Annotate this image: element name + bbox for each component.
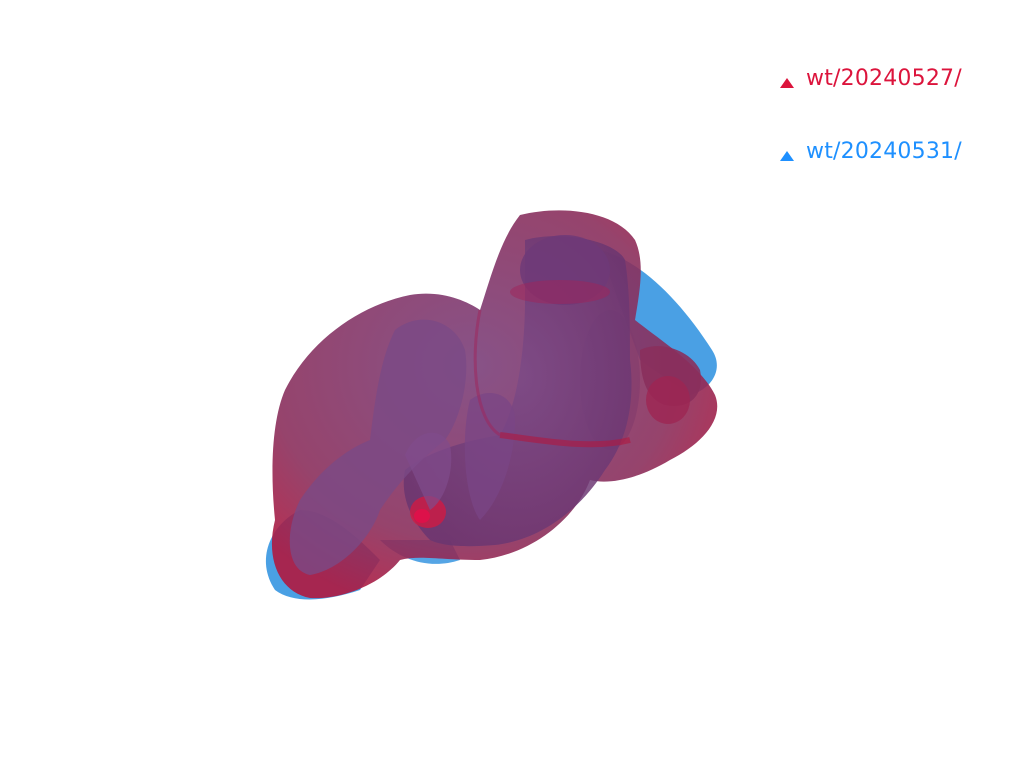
legend-item[interactable]: wt/20240531/: [778, 135, 1008, 167]
surface-inner: [289, 235, 701, 575]
legend-label: wt/20240527/: [806, 65, 962, 91]
triangle-up-icon: [780, 151, 794, 161]
legend-item[interactable]: wt/20240527/: [778, 62, 1008, 94]
triangle-up-icon: [780, 78, 794, 88]
legend-label: wt/20240531/: [806, 138, 962, 164]
legend: wt/20240527/ wt/20240531/: [778, 62, 1008, 208]
